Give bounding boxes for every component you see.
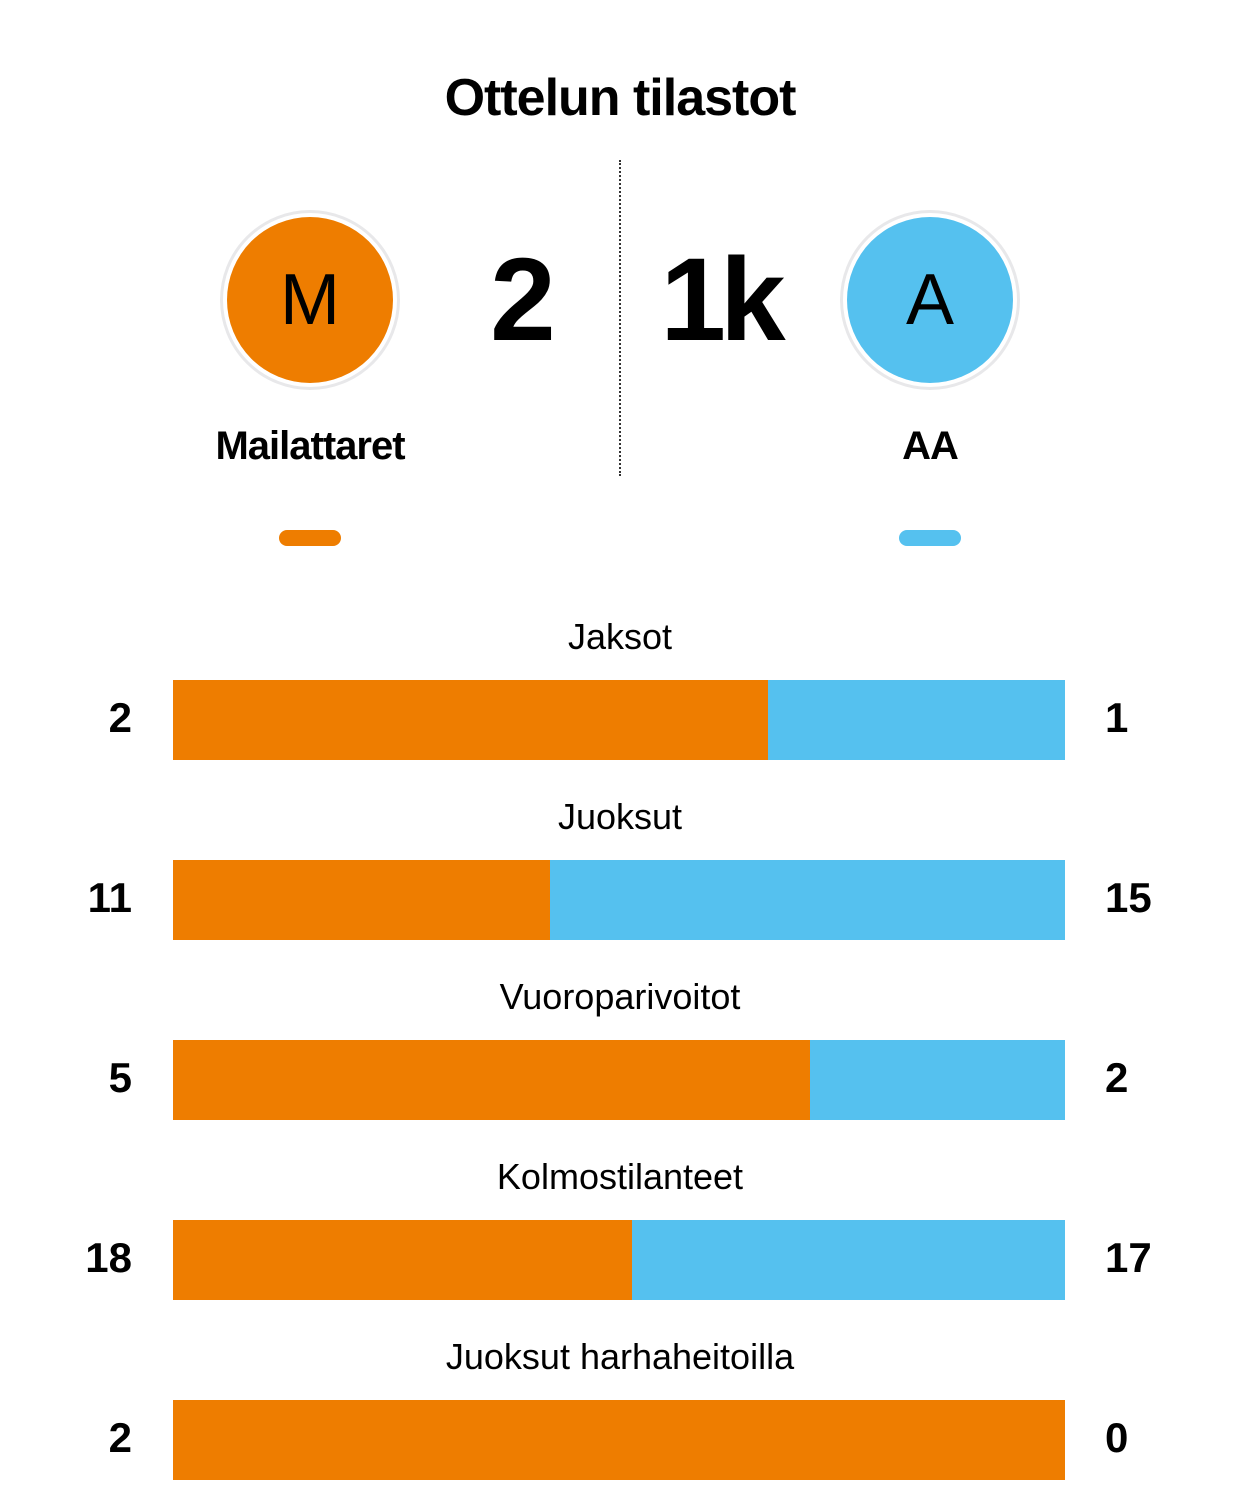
away-bar-segment xyxy=(810,1040,1065,1120)
away-stat-value: 1 xyxy=(1105,694,1129,741)
home-team-name: Mailattaret xyxy=(215,424,405,468)
stat-bar xyxy=(173,680,1065,760)
away-team-name: AA xyxy=(902,424,959,468)
away-team-logo: A xyxy=(840,210,1020,390)
away-bar-segment xyxy=(631,1220,1065,1300)
home-team-avatar: M xyxy=(227,217,393,383)
stat-label: Kolmostilanteet xyxy=(496,1156,744,1197)
home-bar-segment xyxy=(173,1040,811,1120)
stat-bar xyxy=(173,1400,1065,1480)
home-bar-segment xyxy=(173,860,551,940)
home-bar-segment xyxy=(173,680,768,760)
home-score: 2 xyxy=(490,234,556,366)
stat-bar xyxy=(173,1040,1065,1120)
away-stat-value: 0 xyxy=(1105,1414,1129,1461)
home-stat-value: 18 xyxy=(85,1234,132,1281)
home-stat-value: 2 xyxy=(108,694,132,741)
stat-label: Juoksut harhaheitoilla xyxy=(445,1336,795,1377)
home-stat-value: 2 xyxy=(108,1414,132,1461)
stat-bar xyxy=(173,860,1065,940)
away-bar-segment xyxy=(767,680,1065,760)
home-team-logo: M xyxy=(220,210,400,390)
away-score: 1k xyxy=(660,234,785,366)
stat-label: Juoksut xyxy=(557,796,683,837)
stat-label: Jaksot xyxy=(567,616,673,657)
home-bar-segment xyxy=(173,1400,1065,1480)
home-color-legend xyxy=(279,530,341,546)
home-stat-value: 11 xyxy=(87,874,132,921)
score-divider xyxy=(619,160,621,476)
home-stat-value: 5 xyxy=(108,1054,132,1101)
away-team-avatar: A xyxy=(847,217,1013,383)
away-color-legend xyxy=(899,530,961,546)
stat-label: Vuoroparivoitot xyxy=(499,976,741,1017)
away-stat-value: 2 xyxy=(1105,1054,1129,1101)
home-bar-segment xyxy=(173,1220,632,1300)
page-title: Ottelun tilastot xyxy=(444,69,797,127)
away-bar-segment xyxy=(550,860,1065,940)
stat-bar xyxy=(173,1220,1065,1300)
away-stat-value: 15 xyxy=(1105,874,1152,921)
away-stat-value: 17 xyxy=(1105,1234,1152,1281)
